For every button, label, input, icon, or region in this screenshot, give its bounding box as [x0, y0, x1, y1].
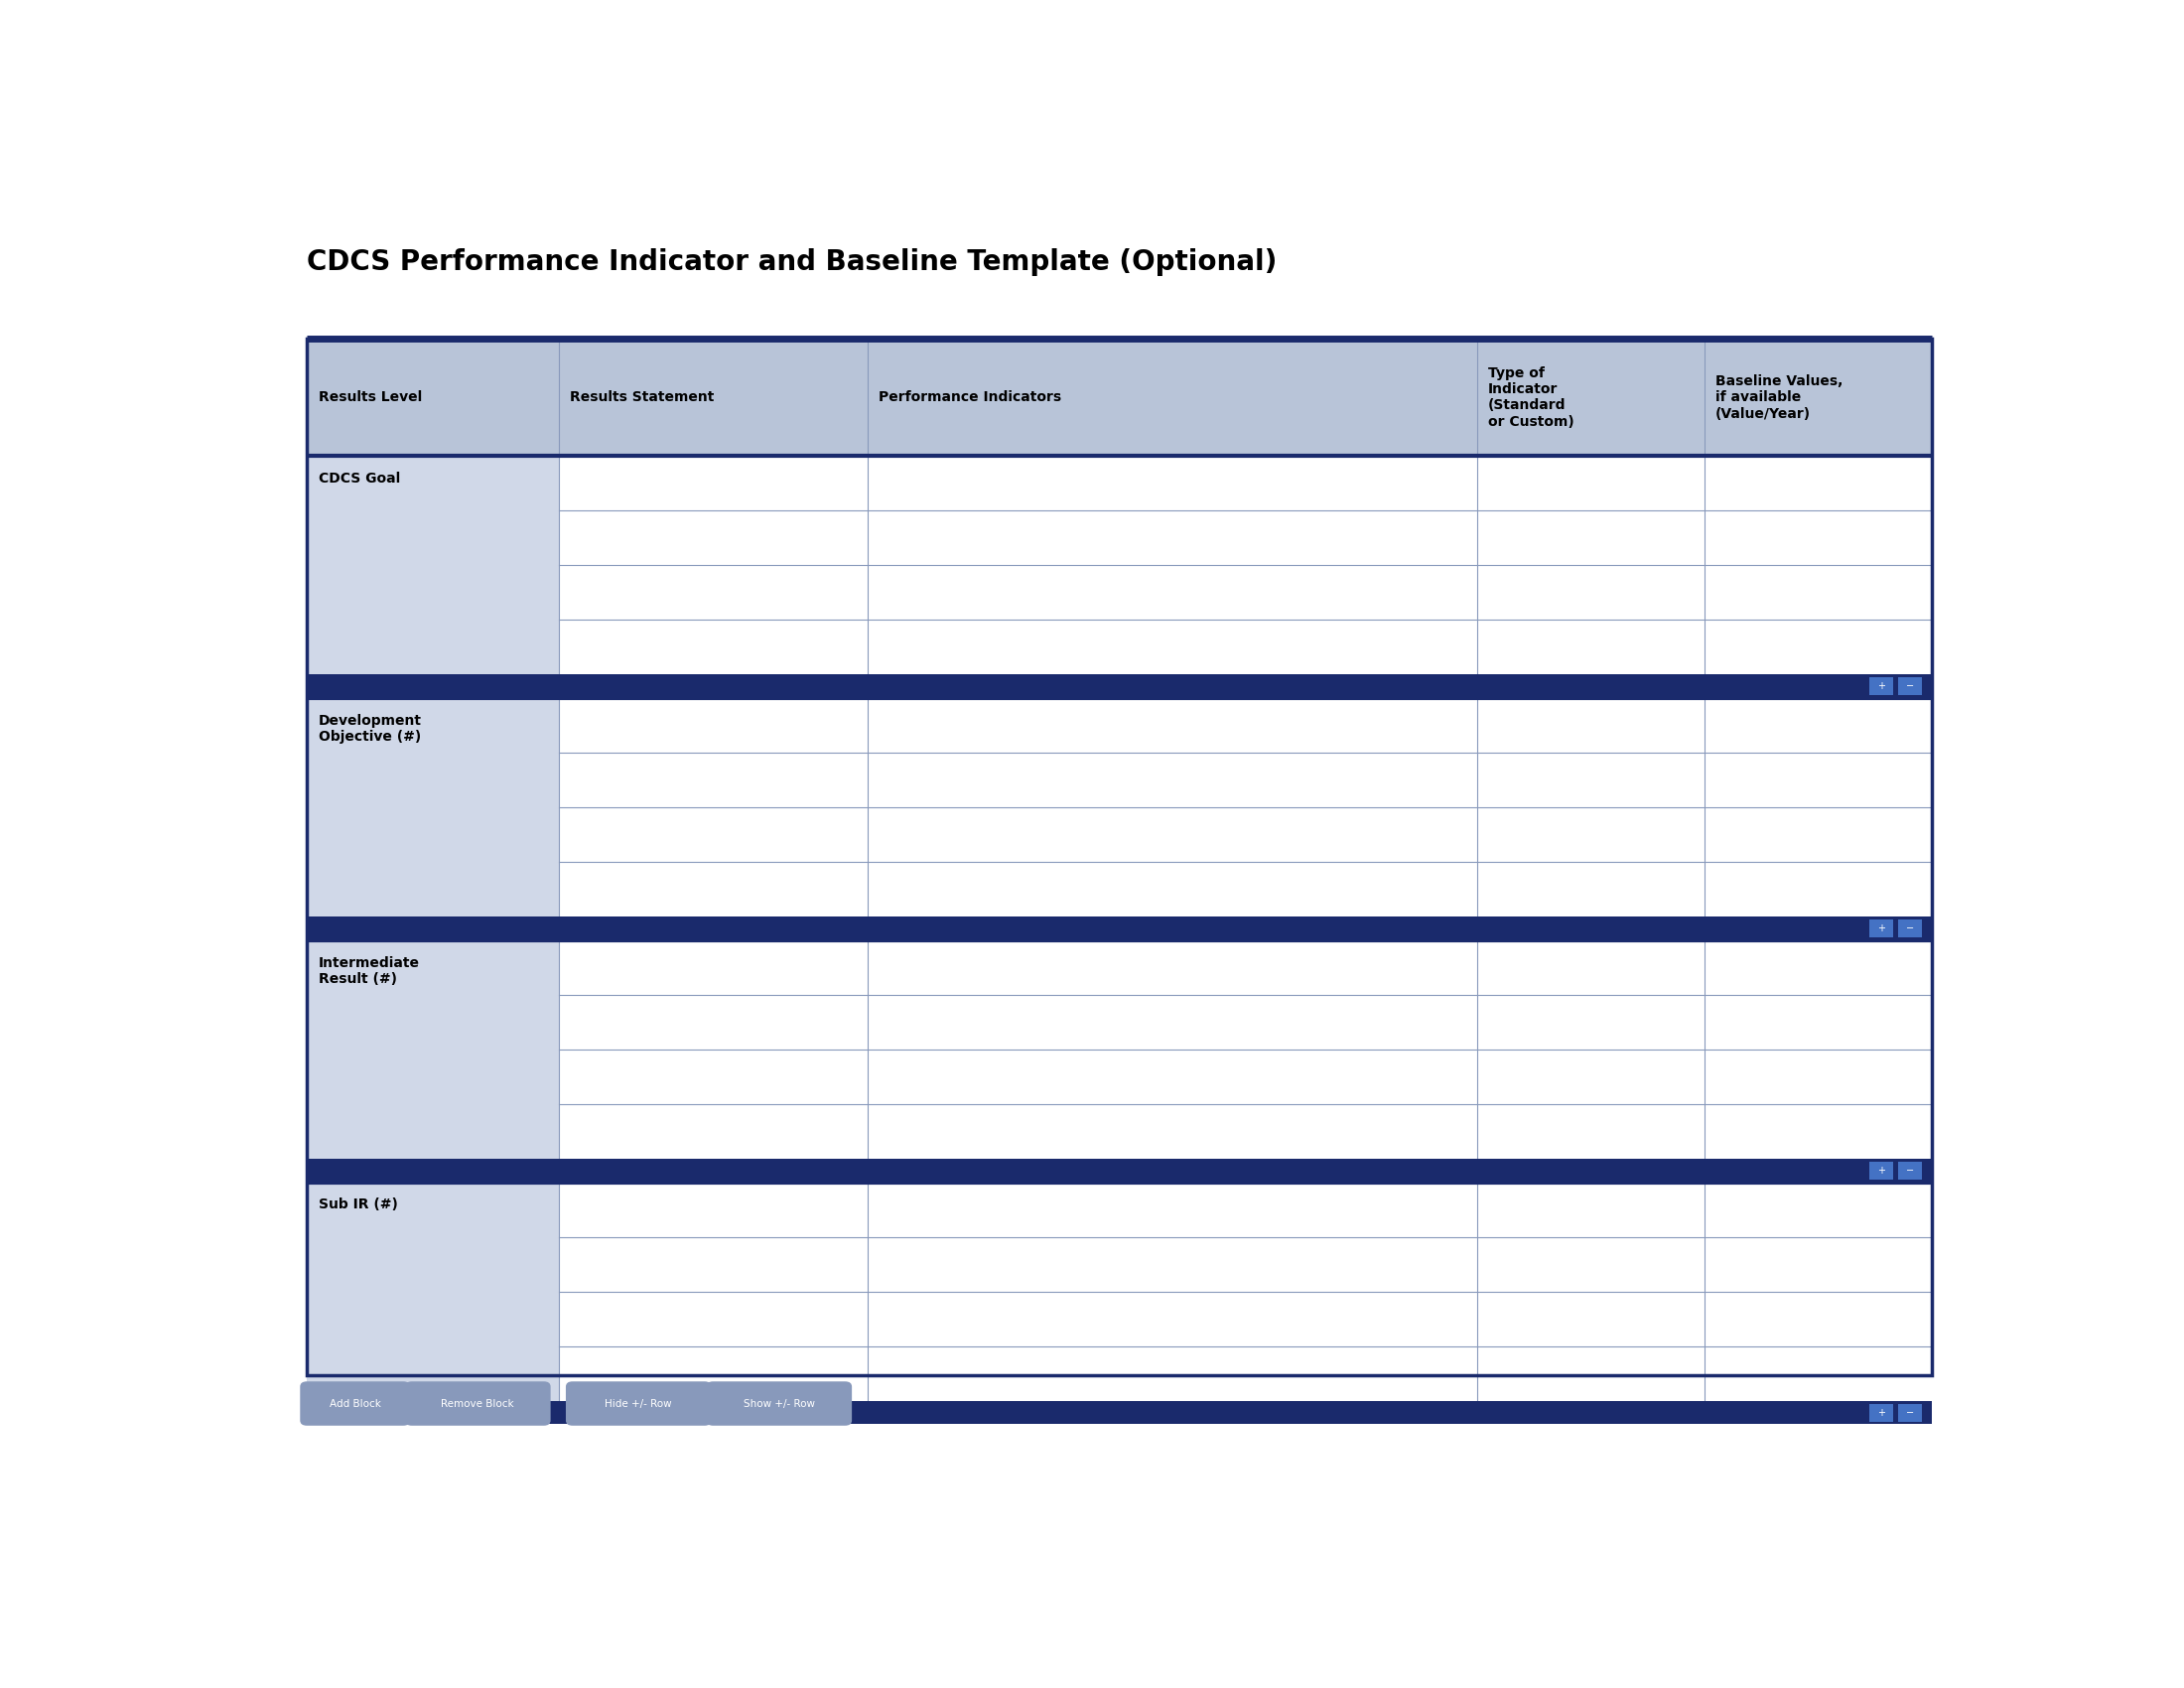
Text: CDCS Goal: CDCS Goal — [319, 471, 400, 486]
FancyBboxPatch shape — [1898, 1161, 1922, 1180]
FancyBboxPatch shape — [306, 917, 1931, 940]
FancyBboxPatch shape — [867, 1182, 1476, 1401]
FancyBboxPatch shape — [1476, 940, 1704, 1160]
FancyBboxPatch shape — [306, 940, 559, 1182]
FancyBboxPatch shape — [705, 1381, 852, 1426]
FancyBboxPatch shape — [1704, 1182, 1931, 1401]
FancyBboxPatch shape — [1898, 920, 1922, 937]
FancyBboxPatch shape — [306, 1182, 559, 1425]
FancyBboxPatch shape — [1704, 940, 1931, 1160]
FancyBboxPatch shape — [306, 675, 1931, 699]
FancyBboxPatch shape — [1870, 1161, 1894, 1180]
Text: −: − — [1907, 682, 1913, 692]
Text: Results Level: Results Level — [319, 390, 422, 405]
FancyBboxPatch shape — [559, 456, 867, 675]
FancyBboxPatch shape — [1476, 1182, 1704, 1401]
FancyBboxPatch shape — [867, 699, 1476, 917]
FancyBboxPatch shape — [1870, 1403, 1894, 1421]
Text: +: + — [1876, 1408, 1885, 1418]
Text: Sub IR (#): Sub IR (#) — [319, 1198, 397, 1212]
Text: Baseline Values,
if available
(Value/Year): Baseline Values, if available (Value/Yea… — [1717, 375, 1843, 420]
Text: Remove Block: Remove Block — [441, 1399, 515, 1408]
FancyBboxPatch shape — [1898, 1403, 1922, 1421]
Text: +: + — [1876, 1166, 1885, 1175]
FancyBboxPatch shape — [1898, 677, 1922, 695]
FancyBboxPatch shape — [566, 1381, 712, 1426]
FancyBboxPatch shape — [559, 940, 867, 1160]
Text: Type of
Indicator
(Standard
or Custom): Type of Indicator (Standard or Custom) — [1487, 366, 1575, 429]
FancyBboxPatch shape — [1704, 699, 1931, 917]
FancyBboxPatch shape — [306, 1160, 1931, 1182]
Text: +: + — [1876, 923, 1885, 933]
Text: CDCS Performance Indicator and Baseline Template (Optional): CDCS Performance Indicator and Baseline … — [306, 248, 1278, 275]
FancyBboxPatch shape — [559, 699, 867, 917]
Text: Performance Indicators: Performance Indicators — [878, 390, 1061, 405]
FancyBboxPatch shape — [867, 940, 1476, 1160]
Text: Results Statement: Results Statement — [570, 390, 714, 405]
FancyBboxPatch shape — [299, 1381, 411, 1426]
Text: Hide +/- Row: Hide +/- Row — [605, 1399, 673, 1408]
Text: Show +/- Row: Show +/- Row — [743, 1399, 815, 1408]
Text: +: + — [1876, 682, 1885, 692]
FancyBboxPatch shape — [404, 1381, 550, 1426]
FancyBboxPatch shape — [1704, 456, 1931, 675]
Text: Add Block: Add Block — [330, 1399, 380, 1408]
FancyBboxPatch shape — [306, 699, 559, 940]
FancyBboxPatch shape — [306, 1401, 1931, 1425]
Text: −: − — [1907, 1166, 1913, 1175]
FancyBboxPatch shape — [1870, 677, 1894, 695]
Text: Development
Objective (#): Development Objective (#) — [319, 714, 422, 744]
FancyBboxPatch shape — [1476, 699, 1704, 917]
FancyBboxPatch shape — [1870, 920, 1894, 937]
FancyBboxPatch shape — [306, 456, 559, 699]
Text: Intermediate
Result (#): Intermediate Result (#) — [319, 955, 419, 986]
FancyBboxPatch shape — [306, 339, 1931, 456]
Text: −: − — [1907, 1408, 1913, 1418]
FancyBboxPatch shape — [559, 1182, 867, 1401]
Text: −: − — [1907, 923, 1913, 933]
FancyBboxPatch shape — [1476, 456, 1704, 675]
FancyBboxPatch shape — [867, 456, 1476, 675]
